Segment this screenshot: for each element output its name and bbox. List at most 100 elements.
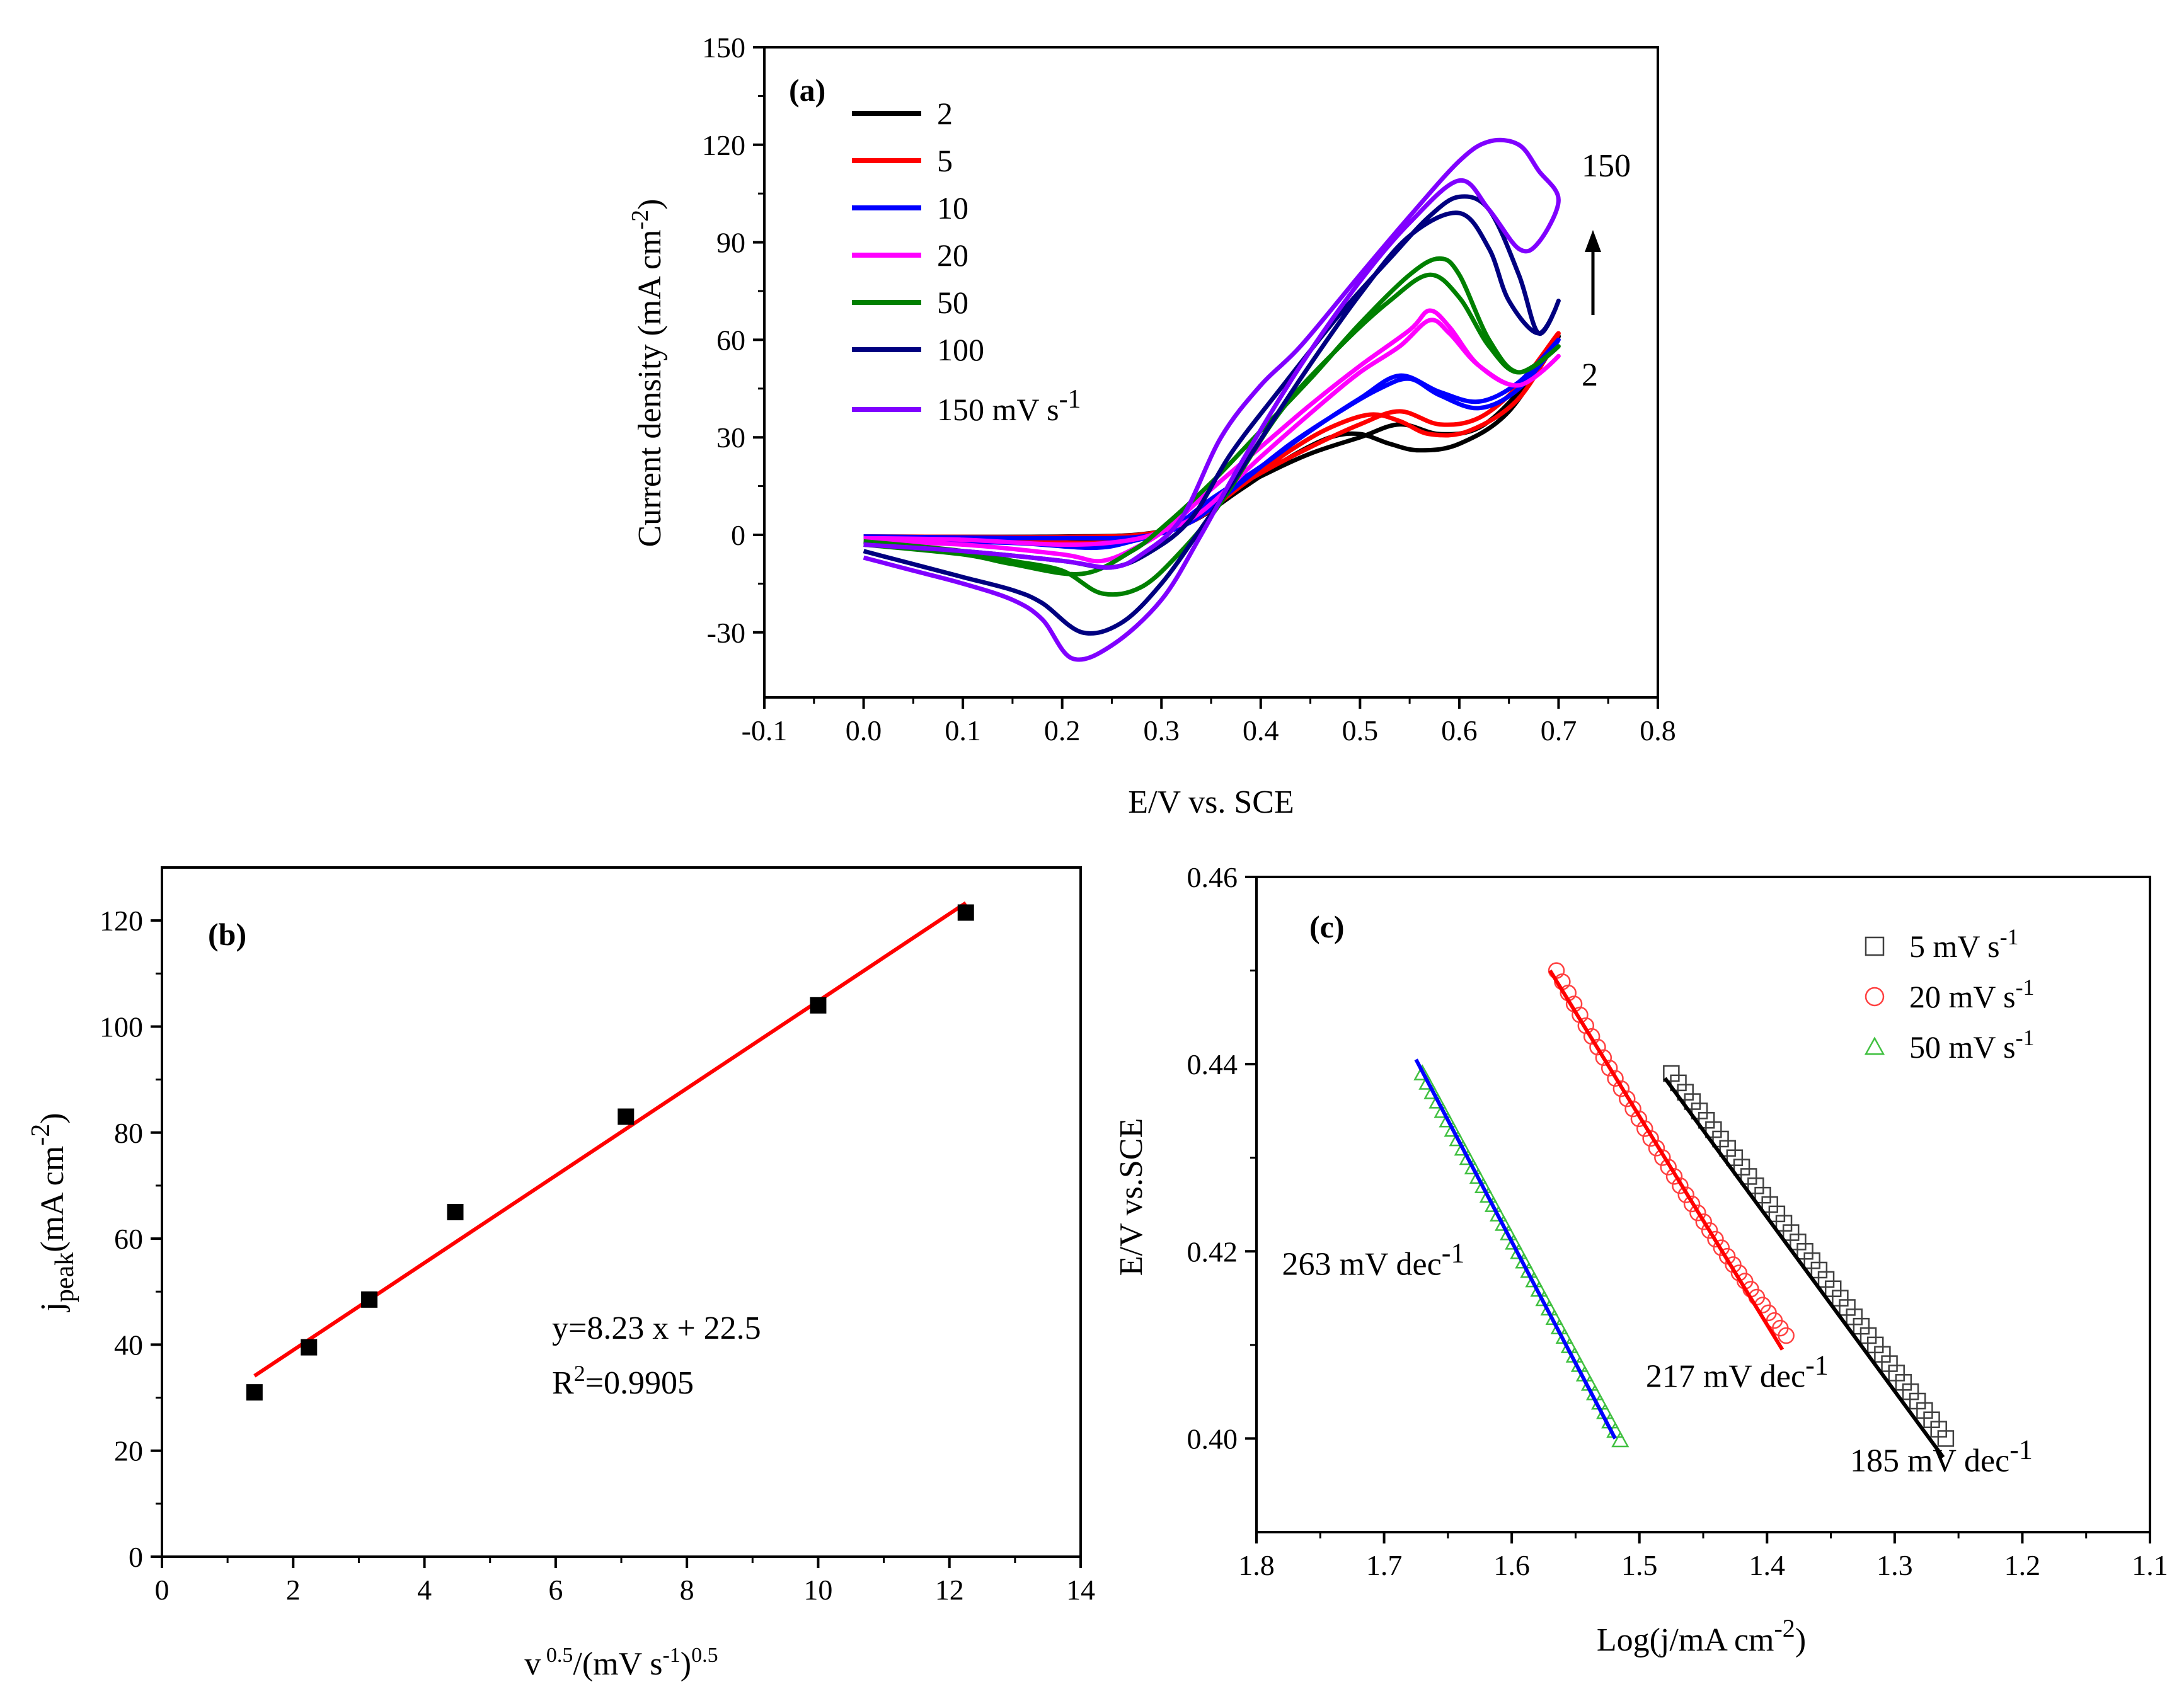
marker-circle xyxy=(1672,1177,1689,1194)
marker-triangle xyxy=(1423,1083,1442,1099)
b-x-tick-label: 12 xyxy=(935,1574,964,1606)
marker-circle xyxy=(1583,1028,1601,1045)
data-point xyxy=(301,1339,318,1356)
marker-triangle xyxy=(1479,1186,1498,1203)
marker-circle xyxy=(1607,1070,1624,1087)
tafel-chart-panel-c: 1.8 1.7 1.6 1.5 1.4 1.3 1.2 1.1 0.40 0.42 0.44 0.46… xyxy=(1113,861,2168,1658)
a-y-tick-label: 150 xyxy=(702,31,745,64)
marker-triangle xyxy=(1444,1121,1462,1137)
marker-triangle xyxy=(1484,1196,1503,1212)
legend-label: 5 xyxy=(937,143,953,178)
b-y-tick-label: 100 xyxy=(100,1011,143,1043)
b-x-tick-label: 6 xyxy=(548,1574,563,1606)
data-point xyxy=(957,904,974,921)
legend-label: 150 mV s-1 xyxy=(937,385,1081,427)
panel-label-c: (c) xyxy=(1309,909,1345,944)
marker-circle xyxy=(1612,1080,1630,1097)
marker-circle xyxy=(1707,1230,1724,1248)
marker-circle xyxy=(1589,1038,1606,1056)
a-y-tick-label: 0 xyxy=(731,519,745,551)
legend-label: 5 mV s-1 xyxy=(1909,924,2019,964)
c-y-tick-label: 0.42 xyxy=(1187,1235,1238,1268)
marker-circle xyxy=(1630,1110,1648,1128)
marker-triangle xyxy=(1418,1074,1437,1090)
marker-circle xyxy=(1648,1140,1665,1157)
b-x-tick-label: 0 xyxy=(155,1574,170,1606)
c-x-tick-label: 1.5 xyxy=(1621,1549,1658,1581)
tafel-fit-line xyxy=(1548,970,1785,1351)
panel-label-b: (b) xyxy=(208,917,246,952)
tafel-fit-line xyxy=(1414,1058,1617,1440)
legend-label: 50 xyxy=(937,285,968,320)
cv-chart-panel-a: -0.1 0.0 0.1 0.2 0.3 0.4 0.5 0.6 0.7 0.8 -30 0 30 60 9… xyxy=(627,31,1676,820)
a-y-tick-label: 30 xyxy=(716,421,745,454)
c-y-tick-label: 0.44 xyxy=(1187,1048,1238,1080)
a-x-tick-label: 0.5 xyxy=(1342,714,1379,747)
marker-triangle xyxy=(1454,1139,1472,1156)
y-axis-label-a: Current density (mA cm-2) xyxy=(627,198,668,547)
marker-triangle xyxy=(1459,1148,1477,1165)
c-y-tick-label: 0.40 xyxy=(1187,1423,1238,1455)
marker-triangle xyxy=(1434,1102,1452,1118)
marker-circle xyxy=(1642,1130,1659,1147)
slope-label: 185 mV dec-1 xyxy=(1850,1434,2033,1479)
marker-triangle xyxy=(1611,1431,1629,1448)
fit-equation: y=8.23 x + 22.5 xyxy=(552,1310,761,1346)
a-x-tick-label: 0.2 xyxy=(1044,714,1081,747)
c-y-tick-label: 0.46 xyxy=(1187,861,1238,893)
c-x-tick-label: 1.7 xyxy=(1366,1549,1403,1581)
x-axis-label-b: v 0.5/(mV s-1)0.5 xyxy=(524,1644,718,1682)
a-y-tick-label: 90 xyxy=(716,227,745,259)
marker-circle xyxy=(1713,1239,1730,1256)
marker-circle xyxy=(1660,1159,1677,1176)
marker-circle xyxy=(1701,1222,1718,1239)
marker-triangle xyxy=(1449,1130,1467,1147)
marker-circle xyxy=(1683,1195,1701,1213)
c-x-tick-label: 1.3 xyxy=(1877,1549,1913,1581)
cv-curve-100 xyxy=(863,194,1561,636)
a-x-tick-label: 0.6 xyxy=(1441,714,1478,747)
marker-triangle xyxy=(1469,1167,1488,1184)
marker-circle xyxy=(1689,1205,1706,1222)
a-x-tick-label: 0.8 xyxy=(1640,714,1676,747)
marker-triangle xyxy=(1864,1036,1885,1055)
marker-triangle xyxy=(1489,1205,1508,1222)
a-y-tick-label: 120 xyxy=(702,129,745,161)
data-point xyxy=(246,1384,263,1401)
b-x-tick-label: 2 xyxy=(286,1574,301,1606)
legend-label: 100 xyxy=(937,332,984,367)
annotation-2: 2 xyxy=(1582,357,1598,393)
a-y-tick-label: -30 xyxy=(707,617,745,649)
a-x-tick-label: 0.1 xyxy=(945,714,981,747)
cv-curve-150 xyxy=(863,137,1561,662)
marker-circle xyxy=(1595,1049,1612,1067)
c-x-tick-label: 1.8 xyxy=(1238,1549,1275,1581)
marker-circle xyxy=(1601,1060,1618,1077)
b-x-tick-label: 8 xyxy=(680,1574,694,1606)
b-y-tick-label: 120 xyxy=(100,905,143,937)
marker-circle xyxy=(1695,1213,1713,1230)
b-x-tick-label: 10 xyxy=(803,1574,832,1606)
marker-circle xyxy=(1865,987,1885,1007)
annotation-150: 150 xyxy=(1582,148,1631,184)
r-squared: R2=0.9905 xyxy=(552,1361,694,1401)
data-point xyxy=(810,997,827,1014)
c-x-tick-label: 1.6 xyxy=(1493,1549,1530,1581)
a-x-tick-label: 0.4 xyxy=(1243,714,1279,747)
a-x-tick-label: 0.0 xyxy=(846,714,882,747)
marker-square xyxy=(1937,1430,1955,1447)
legend-label: 20 mV s-1 xyxy=(1909,975,2035,1014)
marker-circle xyxy=(1654,1149,1671,1166)
legend-label: 2 xyxy=(937,96,953,131)
tafel-fit-line xyxy=(1663,1077,1945,1458)
marker-circle xyxy=(1624,1100,1641,1118)
c-x-tick-label: 1.1 xyxy=(2132,1549,2168,1581)
y-axis-label-b: jpeak(mA cm-2) xyxy=(26,1113,79,1312)
b-y-tick-label: 40 xyxy=(114,1329,143,1361)
c-x-tick-label: 1.4 xyxy=(1749,1549,1786,1581)
marker-circle xyxy=(1665,1168,1683,1185)
b-y-tick-label: 20 xyxy=(114,1435,143,1467)
a-y-tick-label: 60 xyxy=(716,324,745,356)
b-x-tick-label: 14 xyxy=(1066,1574,1095,1606)
